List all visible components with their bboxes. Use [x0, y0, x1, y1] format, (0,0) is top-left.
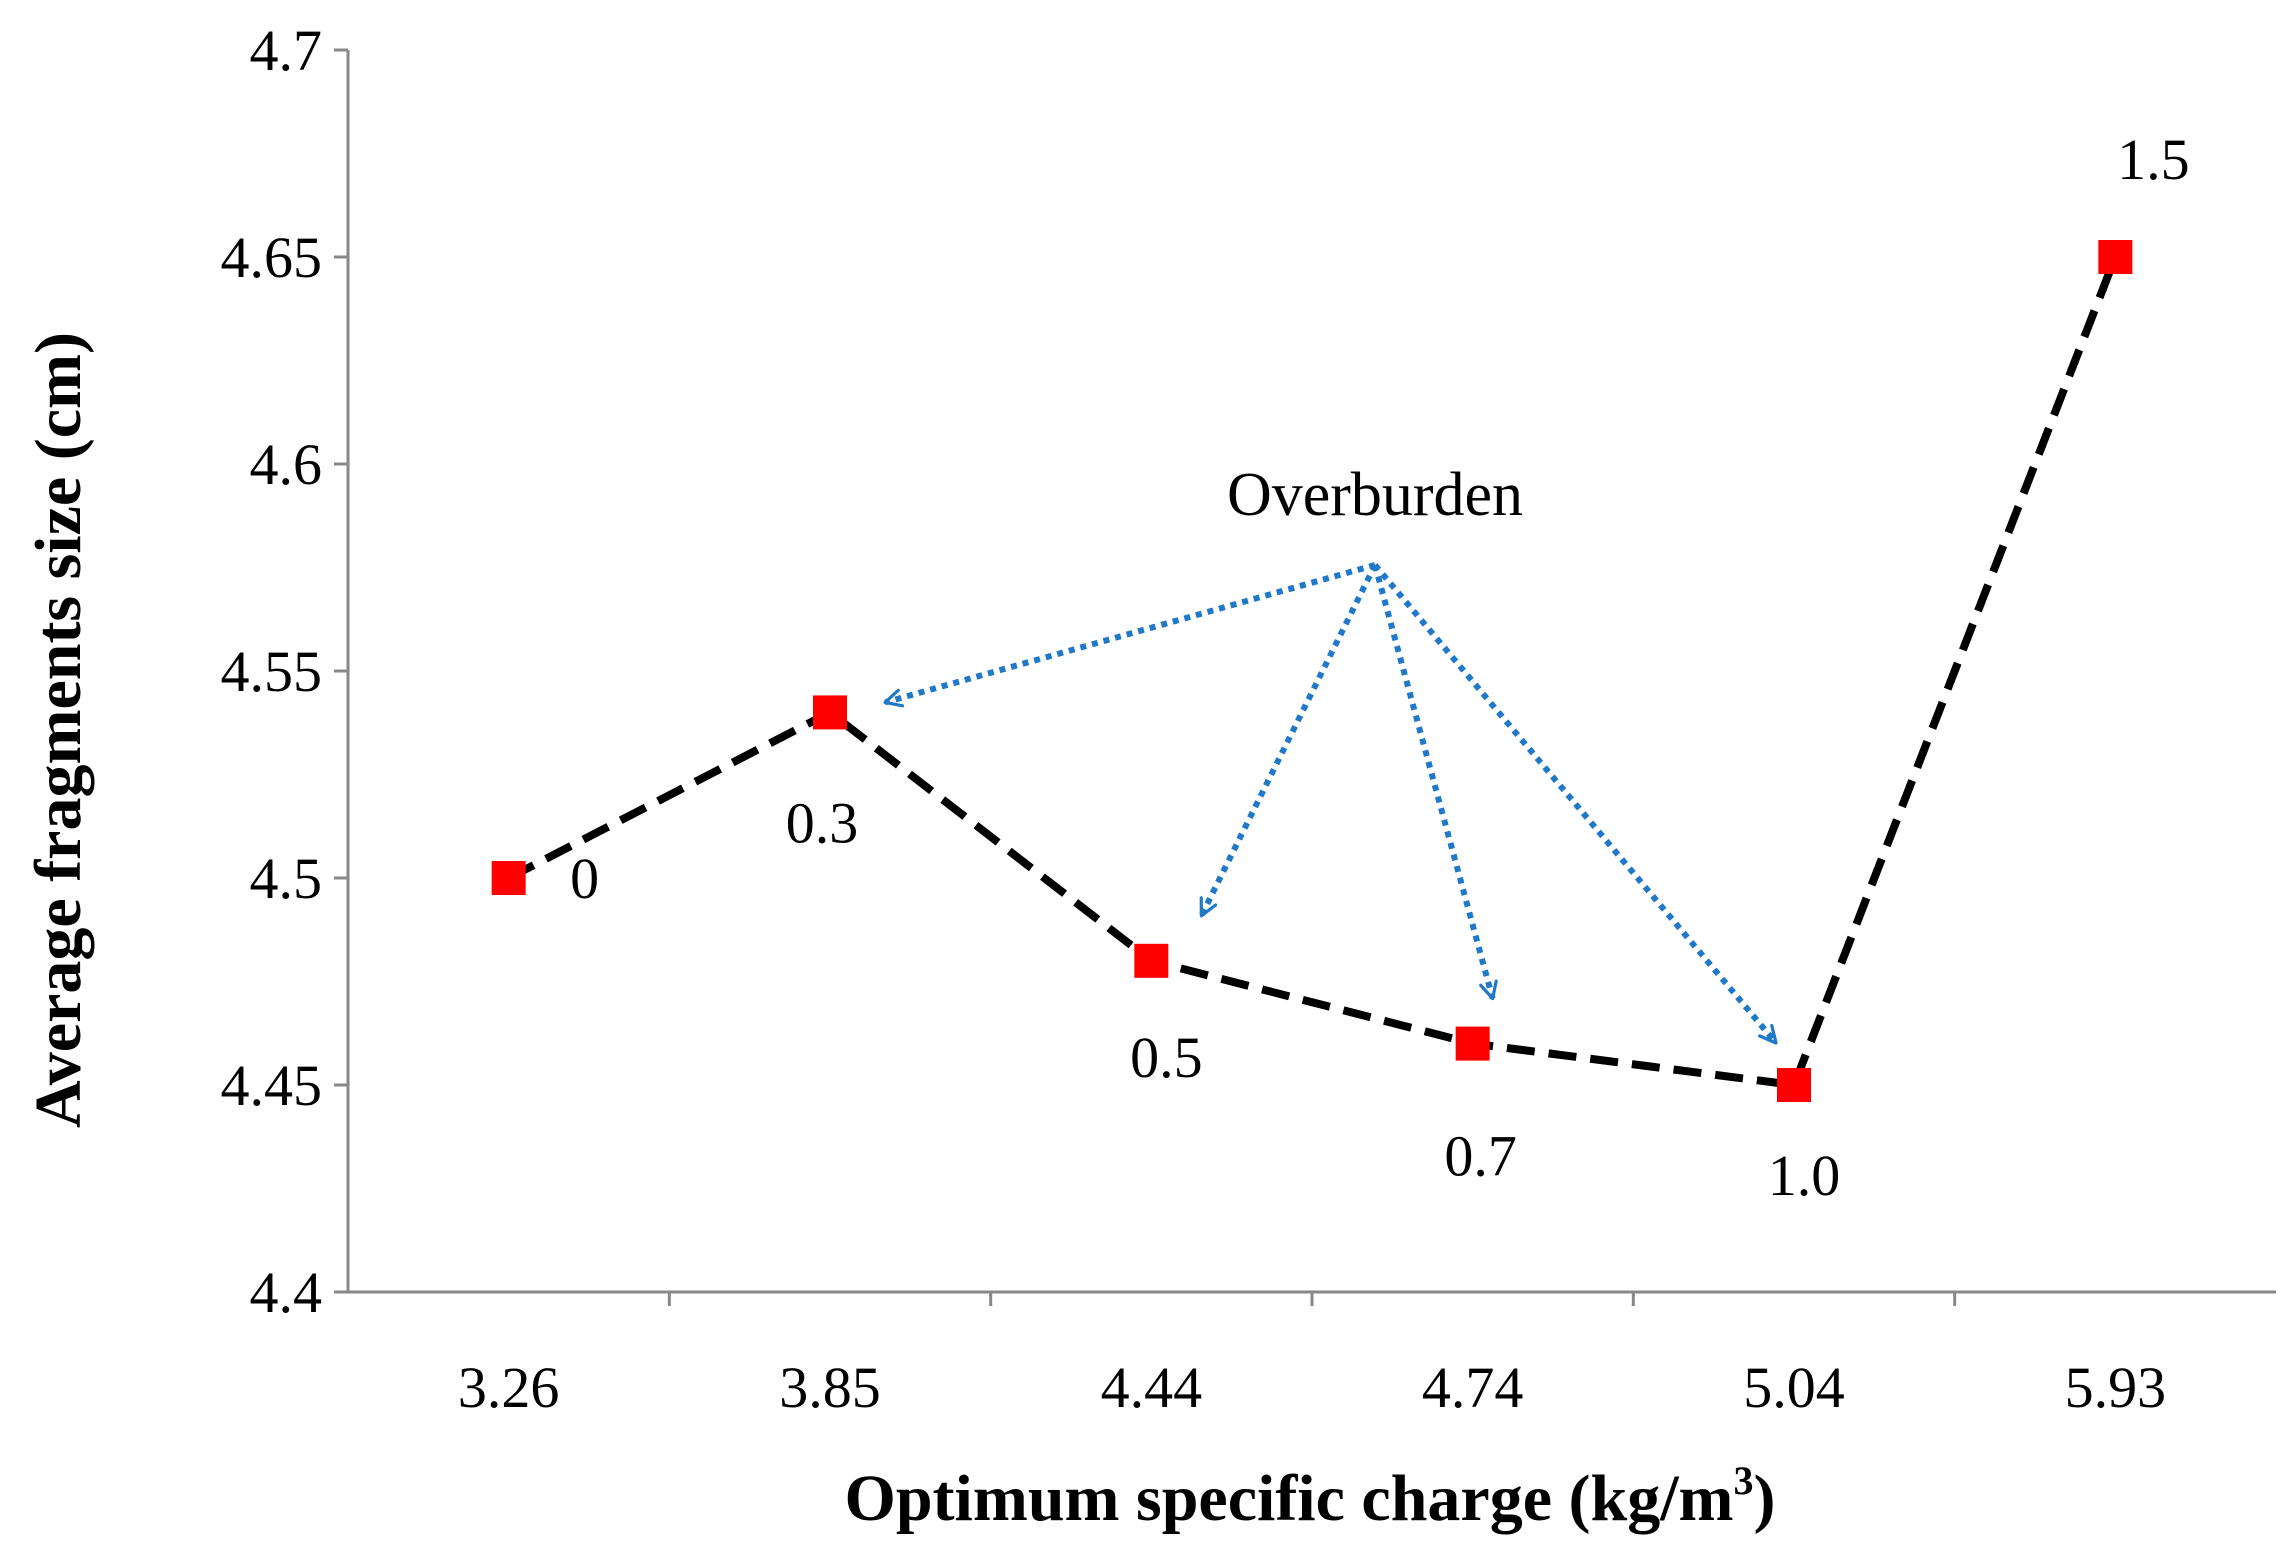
x-tick-label-0: 3.26	[458, 1355, 560, 1420]
overburden-arrow-1.0	[1372, 563, 1779, 1045]
point-label-0.5: 0.5	[1130, 1025, 1203, 1090]
point-label-1.0: 1.0	[1768, 1143, 1841, 1208]
y-tick-label-2: 4.5	[250, 846, 323, 911]
point-labels: 0 0.3 0.5 0.7 1.0 1.5	[570, 127, 2189, 1208]
overburden-arrow-0.7	[1372, 564, 1498, 1001]
x-tick-label-2: 4.44	[1101, 1355, 1203, 1420]
x-axis-ticks	[667, 1292, 1957, 1306]
overburden-arrow-0.3	[883, 562, 1376, 708]
data-point-1.5	[2098, 240, 2133, 274]
point-label-1.5: 1.5	[2117, 127, 2190, 192]
x-axis-title: Optimum specific charge (kg/m3)	[844, 1458, 1775, 1535]
point-label-0.3: 0.3	[786, 790, 859, 855]
series-line	[506, 255, 2120, 1089]
x-axis-title-superscript: 3	[1734, 1458, 1754, 1503]
x-tick-label-5: 5.93	[2065, 1355, 2167, 1420]
data-point-0.5	[1134, 943, 1169, 978]
x-axis-title-close: )	[1754, 1462, 1776, 1535]
y-tick-label-4: 4.6	[250, 432, 323, 497]
overburden-arrows	[883, 562, 1779, 1045]
y-tick-label-6: 4.7	[250, 18, 323, 83]
data-point-1.0	[1777, 1068, 1811, 1102]
overburden-annotation: Overburden	[1227, 461, 1523, 529]
data-point-0.3	[813, 695, 847, 730]
x-tick-label-3: 4.74	[1422, 1355, 1524, 1420]
point-label-0.7: 0.7	[1444, 1124, 1517, 1189]
x-axis-tick-labels: 3.26 3.85 4.44 4.74 5.04 5.93	[458, 1355, 2166, 1420]
y-axis-tick-labels: 4.4 4.45 4.5 4.55 4.6 4.65 4.7	[221, 18, 323, 1325]
y-axis-title: Average fragments size (cm)	[22, 332, 95, 1128]
y-tick-label-5: 4.65	[221, 225, 323, 290]
point-label-0: 0	[570, 846, 599, 911]
y-tick-label-3: 4.55	[221, 639, 323, 704]
y-tick-label-1: 4.45	[221, 1053, 323, 1118]
x-tick-label-4: 5.04	[1743, 1355, 1845, 1420]
y-axis-ticks	[334, 48, 348, 1294]
series-markers	[491, 240, 2133, 1102]
x-tick-label-1: 3.85	[779, 1355, 881, 1420]
data-point-0.7	[1455, 1026, 1490, 1061]
y-tick-label-0: 4.4	[250, 1260, 323, 1325]
data-point-0	[491, 861, 526, 895]
overburden-arrow-0.5	[1198, 563, 1378, 918]
